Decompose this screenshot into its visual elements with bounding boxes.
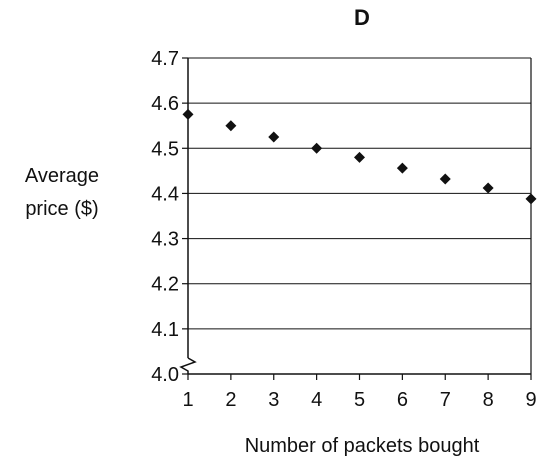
y-tick-label: 4.5 <box>151 138 179 160</box>
x-tick-label: 6 <box>397 389 408 411</box>
data-point <box>182 108 194 120</box>
y-tick-label: 4.6 <box>151 93 179 115</box>
axes <box>179 57 532 380</box>
x-tick-label: 8 <box>483 389 494 411</box>
tick-labels: 4.0 4.1 4.2 4.3 4.4 4.5 4.6 4.7 1 2 3 4 5 6 7 8 9 <box>151 48 536 411</box>
data-point <box>482 182 494 194</box>
data-point <box>439 173 451 185</box>
x-tick-label: 9 <box>525 389 536 411</box>
data-point <box>525 193 537 205</box>
y-tick-label: 4.4 <box>151 183 179 205</box>
y-axis-label-line-2: price ($) <box>25 198 98 220</box>
gridlines <box>188 57 531 330</box>
x-tick-label: 2 <box>225 389 236 411</box>
data-point <box>396 162 408 174</box>
y-tick-label: 4.2 <box>151 274 179 296</box>
data-points <box>182 108 537 205</box>
y-tick-label: 4.1 <box>151 319 179 341</box>
y-axis-label-line-1: Average <box>25 165 99 187</box>
x-tick-label: 7 <box>440 389 451 411</box>
data-point <box>311 142 323 154</box>
x-tick-label: 3 <box>268 389 279 411</box>
x-tick-label: 4 <box>311 389 322 411</box>
x-tick-label: 1 <box>182 389 193 411</box>
y-tick-label: 4.7 <box>151 48 179 70</box>
x-tick-label: 5 <box>354 389 365 411</box>
y-tick-label: 4.3 <box>151 229 179 251</box>
data-point <box>225 120 237 132</box>
data-point <box>354 151 365 163</box>
y-axis-break <box>179 357 197 374</box>
chart-title: D <box>354 5 370 30</box>
data-point <box>268 131 280 143</box>
x-axis-label: Number of packets bought <box>245 435 480 457</box>
y-tick-label: 4.0 <box>151 364 179 386</box>
